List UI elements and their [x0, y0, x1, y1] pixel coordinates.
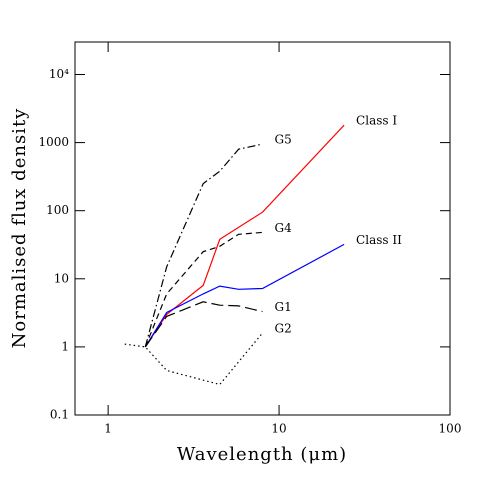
series-label: G1 — [275, 300, 292, 314]
series-line — [144, 124, 345, 348]
y-tick-label: 1 — [61, 339, 69, 353]
y-tick-label: 0.1 — [50, 408, 69, 422]
y-tick-label: 1000 — [38, 135, 69, 149]
x-axis-label: Wavelength (μm) — [177, 444, 347, 465]
x-tick-label: 10 — [271, 422, 286, 436]
series-label: Class II — [356, 233, 402, 247]
y-tick-label: 10 — [54, 271, 69, 285]
y-tick-label: 100 — [46, 203, 69, 217]
y-tick-label: 10⁴ — [49, 67, 69, 81]
series-line — [124, 332, 263, 386]
series-label: G5 — [275, 133, 292, 147]
x-tick-label: 100 — [439, 422, 462, 436]
y-axis-label: Normalised flux density — [9, 108, 30, 349]
series-line — [144, 231, 263, 348]
series-line — [144, 301, 263, 348]
series-label: G4 — [275, 221, 293, 235]
series-label: G2 — [275, 321, 292, 335]
plot-frame — [74, 41, 451, 416]
series-label: Class I — [356, 114, 397, 128]
series-line — [144, 243, 345, 348]
x-tick-label: 1 — [104, 422, 112, 436]
series-line — [144, 143, 263, 348]
